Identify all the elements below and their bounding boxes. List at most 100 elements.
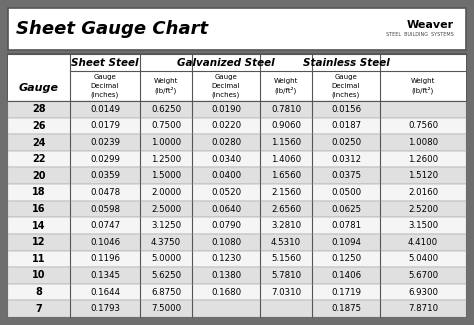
Bar <box>8 234 466 251</box>
Text: 0.0299: 0.0299 <box>90 155 120 164</box>
Text: 26: 26 <box>32 121 46 131</box>
Text: 0.0598: 0.0598 <box>90 204 120 214</box>
Bar <box>8 217 466 234</box>
Text: 0.0790: 0.0790 <box>211 221 241 230</box>
Text: 4.4100: 4.4100 <box>408 238 438 247</box>
Text: 0.1230: 0.1230 <box>211 254 241 263</box>
Text: 0.0312: 0.0312 <box>331 155 361 164</box>
Text: 0.7810: 0.7810 <box>271 105 301 114</box>
Text: 18: 18 <box>32 188 46 197</box>
Text: 0.0359: 0.0359 <box>90 171 120 180</box>
Text: 7.8710: 7.8710 <box>408 304 438 313</box>
Text: 1.5120: 1.5120 <box>408 171 438 180</box>
Text: 0.1196: 0.1196 <box>90 254 120 263</box>
Text: 0.6250: 0.6250 <box>151 105 181 114</box>
Text: 2.0160: 2.0160 <box>408 188 438 197</box>
Text: Gauge
Decimal
(inches): Gauge Decimal (inches) <box>212 74 240 98</box>
Text: Weight
(lb/ft²): Weight (lb/ft²) <box>154 78 178 94</box>
Text: Gauge
Decimal
(inches): Gauge Decimal (inches) <box>332 74 360 98</box>
Text: 4.5310: 4.5310 <box>271 238 301 247</box>
Text: Gauge: Gauge <box>19 83 59 93</box>
Text: 0.0239: 0.0239 <box>90 138 120 147</box>
Text: 0.1644: 0.1644 <box>90 288 120 297</box>
Bar <box>8 201 466 217</box>
Text: 16: 16 <box>32 204 46 214</box>
Text: Galvanized Steel: Galvanized Steel <box>177 58 275 68</box>
Text: 28: 28 <box>32 104 46 114</box>
Text: 0.0640: 0.0640 <box>211 204 241 214</box>
Text: 3.1500: 3.1500 <box>408 221 438 230</box>
Text: 7: 7 <box>36 304 42 314</box>
Text: 6.9300: 6.9300 <box>408 288 438 297</box>
Text: 2.6560: 2.6560 <box>271 204 301 214</box>
Text: 0.1793: 0.1793 <box>90 304 120 313</box>
Text: 0.0625: 0.0625 <box>331 204 361 214</box>
Text: 0.0156: 0.0156 <box>331 105 361 114</box>
Text: 2.1560: 2.1560 <box>271 188 301 197</box>
Text: 7.0310: 7.0310 <box>271 288 301 297</box>
Text: Sheet Gauge Chart: Sheet Gauge Chart <box>16 20 208 38</box>
Text: 1.0080: 1.0080 <box>408 138 438 147</box>
Text: 0.7560: 0.7560 <box>408 122 438 130</box>
Text: 0.0280: 0.0280 <box>211 138 241 147</box>
Text: 1.1560: 1.1560 <box>271 138 301 147</box>
Text: 0.1345: 0.1345 <box>90 271 120 280</box>
Text: 0.0190: 0.0190 <box>211 105 241 114</box>
Text: 0.0250: 0.0250 <box>331 138 361 147</box>
Text: 20: 20 <box>32 171 46 181</box>
Text: 0.9060: 0.9060 <box>271 122 301 130</box>
Text: 1.0000: 1.0000 <box>151 138 181 147</box>
Text: 10: 10 <box>32 270 46 280</box>
Text: 1.6560: 1.6560 <box>271 171 301 180</box>
Text: 0.1875: 0.1875 <box>331 304 361 313</box>
Text: 0.1080: 0.1080 <box>211 238 241 247</box>
Text: 0.1380: 0.1380 <box>211 271 241 280</box>
Text: 0.0400: 0.0400 <box>211 171 241 180</box>
Text: 0.0149: 0.0149 <box>90 105 120 114</box>
Text: 0.0781: 0.0781 <box>331 221 361 230</box>
Text: Gauge
Decimal
(inches): Gauge Decimal (inches) <box>91 74 119 98</box>
Bar <box>8 101 466 118</box>
Text: 0.1250: 0.1250 <box>331 254 361 263</box>
Text: 0.1094: 0.1094 <box>331 238 361 247</box>
Text: 7.5000: 7.5000 <box>151 304 181 313</box>
Text: 5.6250: 5.6250 <box>151 271 181 280</box>
Text: 6.8750: 6.8750 <box>151 288 181 297</box>
Bar <box>8 167 466 184</box>
Bar <box>8 71 466 101</box>
Bar <box>8 251 466 267</box>
Text: 1.5000: 1.5000 <box>151 171 181 180</box>
Text: 1.4060: 1.4060 <box>271 155 301 164</box>
Text: 11: 11 <box>32 254 46 264</box>
Text: 5.6700: 5.6700 <box>408 271 438 280</box>
Text: 4.3750: 4.3750 <box>151 238 181 247</box>
Text: 0.0478: 0.0478 <box>90 188 120 197</box>
Text: 0.0747: 0.0747 <box>90 221 120 230</box>
Text: Sheet Steel: Sheet Steel <box>71 58 139 68</box>
Text: 5.0400: 5.0400 <box>408 254 438 263</box>
Text: 5.1560: 5.1560 <box>271 254 301 263</box>
Text: 22: 22 <box>32 154 46 164</box>
Text: 1.2600: 1.2600 <box>408 155 438 164</box>
Bar <box>8 151 466 167</box>
Text: 24: 24 <box>32 137 46 148</box>
Text: 14: 14 <box>32 221 46 231</box>
Text: Weight
(lb/ft²): Weight (lb/ft²) <box>411 78 435 94</box>
Text: 0.0375: 0.0375 <box>331 171 361 180</box>
Bar <box>8 300 466 317</box>
Bar <box>8 54 466 317</box>
Text: 3.2810: 3.2810 <box>271 221 301 230</box>
Text: Stainless Steel: Stainless Steel <box>302 58 389 68</box>
Bar <box>8 184 466 201</box>
Text: 8: 8 <box>36 287 43 297</box>
Text: Weaver: Weaver <box>407 20 454 30</box>
Text: 0.1046: 0.1046 <box>90 238 120 247</box>
Bar <box>8 8 466 50</box>
Text: 0.1680: 0.1680 <box>211 288 241 297</box>
Text: 0.0520: 0.0520 <box>211 188 241 197</box>
Text: 2.5200: 2.5200 <box>408 204 438 214</box>
Text: 5.0000: 5.0000 <box>151 254 181 263</box>
Text: STEEL  BUILDING  SYSTEMS: STEEL BUILDING SYSTEMS <box>386 32 454 36</box>
Text: 1.2500: 1.2500 <box>151 155 181 164</box>
Text: Weight
(lb/ft²): Weight (lb/ft²) <box>274 78 298 94</box>
